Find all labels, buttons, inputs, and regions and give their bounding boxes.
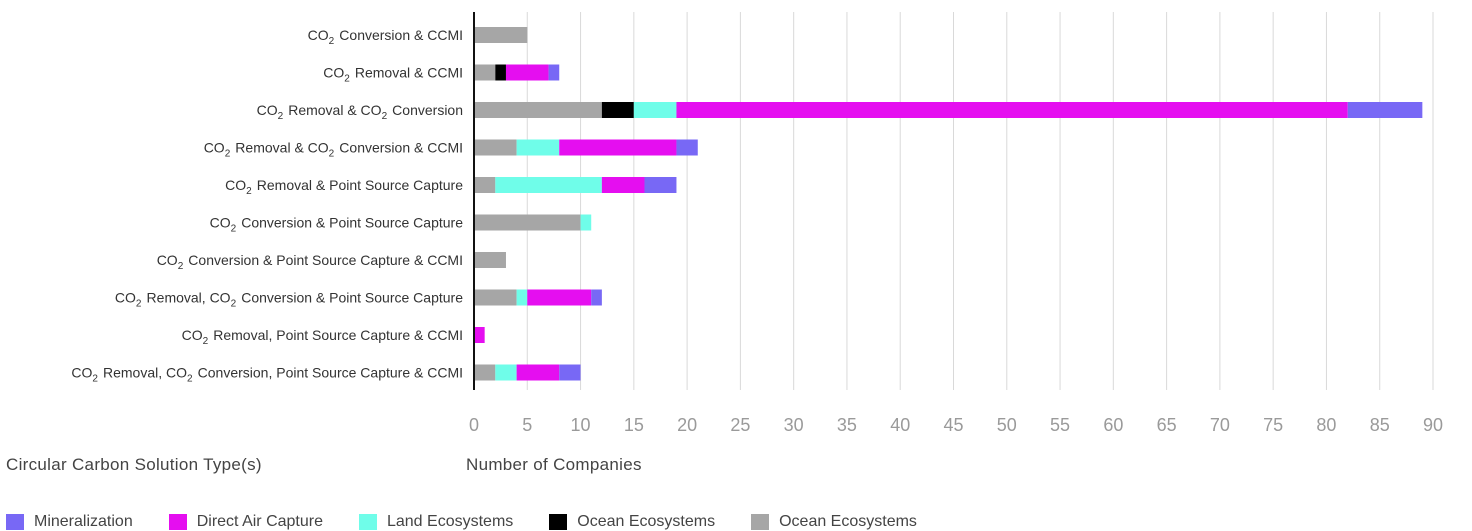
bar-segment <box>559 364 581 381</box>
legend-item: Ocean Ecosystems <box>549 513 715 531</box>
bar-segment <box>474 214 581 231</box>
bar-segment <box>601 177 645 193</box>
bar-segment <box>644 177 677 193</box>
legend-label: Direct Air Capture <box>196 512 323 530</box>
bar-segment <box>516 139 560 156</box>
bar-segment <box>591 289 602 306</box>
bar-segment <box>474 177 496 193</box>
legend-swatch <box>549 513 568 530</box>
category-label: CO2 Removal & Point Source Capture <box>225 177 463 197</box>
y-axis-title: Circular Carbon Solution Type(s) <box>6 455 262 474</box>
bar-segment <box>474 327 485 343</box>
bar-segment <box>633 102 677 118</box>
bars <box>474 27 1423 381</box>
bar-segment <box>474 252 506 268</box>
legend-swatch <box>358 513 377 530</box>
bar-segment <box>505 64 549 81</box>
x-tick-label: 75 <box>1263 415 1283 435</box>
legend-label: Ocean Ecosystems <box>779 512 917 530</box>
x-tick-label: 25 <box>730 415 750 435</box>
legend-item: Land Ecosystems <box>358 512 514 531</box>
x-tick-label: 0 <box>469 415 479 435</box>
legend-swatch <box>6 513 24 530</box>
x-tick-label: 30 <box>784 415 804 435</box>
x-tick-label: 55 <box>1050 415 1070 435</box>
legend-item: Mineralization <box>6 513 133 531</box>
x-tick-labels: 0 5 10 15 20 25 30 35 40 45 50 55 60 65 70 75 80 85 90 <box>469 415 1443 435</box>
category-label: CO2 Conversion & CCMI <box>308 27 463 47</box>
bar-segment <box>474 289 517 306</box>
category-label: CO2 Removal & CO2 Conversion <box>257 102 463 122</box>
gridlines <box>526 12 1434 390</box>
x-tick-label: 70 <box>1210 415 1230 435</box>
legend-label: Mineralization <box>34 512 133 530</box>
bar-segment <box>516 289 528 306</box>
bar-segment <box>495 364 517 381</box>
legend: Mineralization Direct Air Capture Land Eco… <box>6 512 953 531</box>
bar-segment <box>474 27 528 43</box>
x-tick-label: 10 <box>571 415 591 435</box>
category-label: CO2 Conversion & Point Source Capture & … <box>157 252 463 272</box>
bar-segment <box>601 102 634 118</box>
x-axis-title: Number of Companies <box>466 455 642 474</box>
legend-label: Ocean Ecosystems <box>577 512 716 530</box>
x-tick-label: 60 <box>1103 415 1123 435</box>
bar-segment <box>559 139 677 156</box>
category-labels: CO2 Conversion & CCMI CO2 Removal & CCMI C… <box>71 27 463 385</box>
x-tick-label: 50 <box>997 415 1017 435</box>
category-label: CO2 Conversion & Point Source Capture <box>210 215 464 235</box>
bar-segment <box>676 102 1348 118</box>
legend-swatch <box>751 513 770 530</box>
category-label: CO2 Removal & CCMI <box>323 65 463 85</box>
category-label: CO2 Removal, Point Source Capture & CCMI <box>182 327 463 347</box>
bar-segment <box>1347 102 1423 118</box>
x-tick-label: 35 <box>837 415 857 435</box>
bar-segment <box>548 64 560 81</box>
x-tick-label: 65 <box>1157 415 1177 435</box>
bar-segment <box>495 64 506 81</box>
category-label: CO2 Removal, CO2 Conversion & Point Sour… <box>115 290 463 310</box>
bar-segment <box>495 177 602 193</box>
bar-segment <box>676 139 698 156</box>
x-tick-label: 40 <box>890 415 910 435</box>
legend-item: Ocean Ecosystems <box>751 513 917 531</box>
x-tick-label: 5 <box>522 415 532 435</box>
x-tick-label: 45 <box>943 415 963 435</box>
x-tick-label: 20 <box>677 415 697 435</box>
legend-item: Direct Air Capture <box>168 512 323 531</box>
bar-segment <box>580 214 592 231</box>
x-tick-label: 90 <box>1423 415 1443 435</box>
x-tick-label: 80 <box>1316 415 1336 435</box>
legend-swatch <box>168 513 187 530</box>
bar-segment <box>474 139 517 156</box>
category-label: CO2 Removal & CO2 Conversion & CCMI <box>204 140 463 160</box>
bar-segment <box>516 364 560 381</box>
x-tick-label: 15 <box>624 415 644 435</box>
x-tick-label: 85 <box>1370 415 1390 435</box>
category-label: CO2 Removal, CO2 Conversion, Point Sourc… <box>71 365 463 385</box>
bar-segment <box>527 289 592 306</box>
bar-segment <box>474 364 496 381</box>
bar-segment <box>474 102 602 118</box>
bar-segment <box>474 64 496 81</box>
legend-label: Land Ecosystems <box>386 512 514 530</box>
